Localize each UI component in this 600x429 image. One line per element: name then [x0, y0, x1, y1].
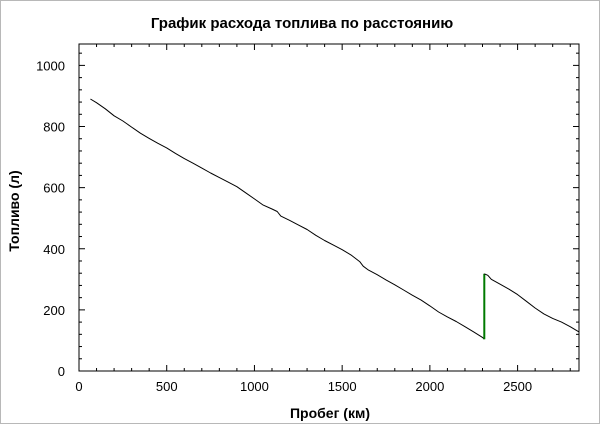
y-tick-label: 400	[43, 242, 65, 257]
series-line-3	[484, 273, 580, 333]
y-tick-label: 800	[43, 120, 65, 135]
x-tick-label: 500	[156, 379, 178, 394]
x-tick-label: 1000	[240, 379, 269, 394]
x-axis-label: Пробег (км)	[290, 405, 370, 421]
y-axis-label: Топливо (л)	[6, 170, 22, 251]
x-tick-label: 1500	[328, 379, 357, 394]
series-line-1	[90, 98, 485, 340]
y-tick-label: 0	[58, 364, 65, 379]
chart-title: График расхода топлива по расстоянию	[151, 15, 453, 32]
plot-frame	[78, 43, 580, 372]
x-tick-label: 2500	[503, 379, 532, 394]
top-border	[0, 0, 600, 1]
y-tick-label: 1000	[36, 58, 65, 73]
y-tick-label: 600	[43, 181, 65, 196]
x-tick-label: 0	[75, 379, 82, 394]
plot-area: 0 500 1000 1500 2000 2500 0 200 400 600 800 1000	[36, 43, 580, 394]
left-border	[0, 0, 1, 424]
x-tick-label: 2000	[415, 379, 444, 394]
y-tick-label: 200	[43, 303, 65, 318]
